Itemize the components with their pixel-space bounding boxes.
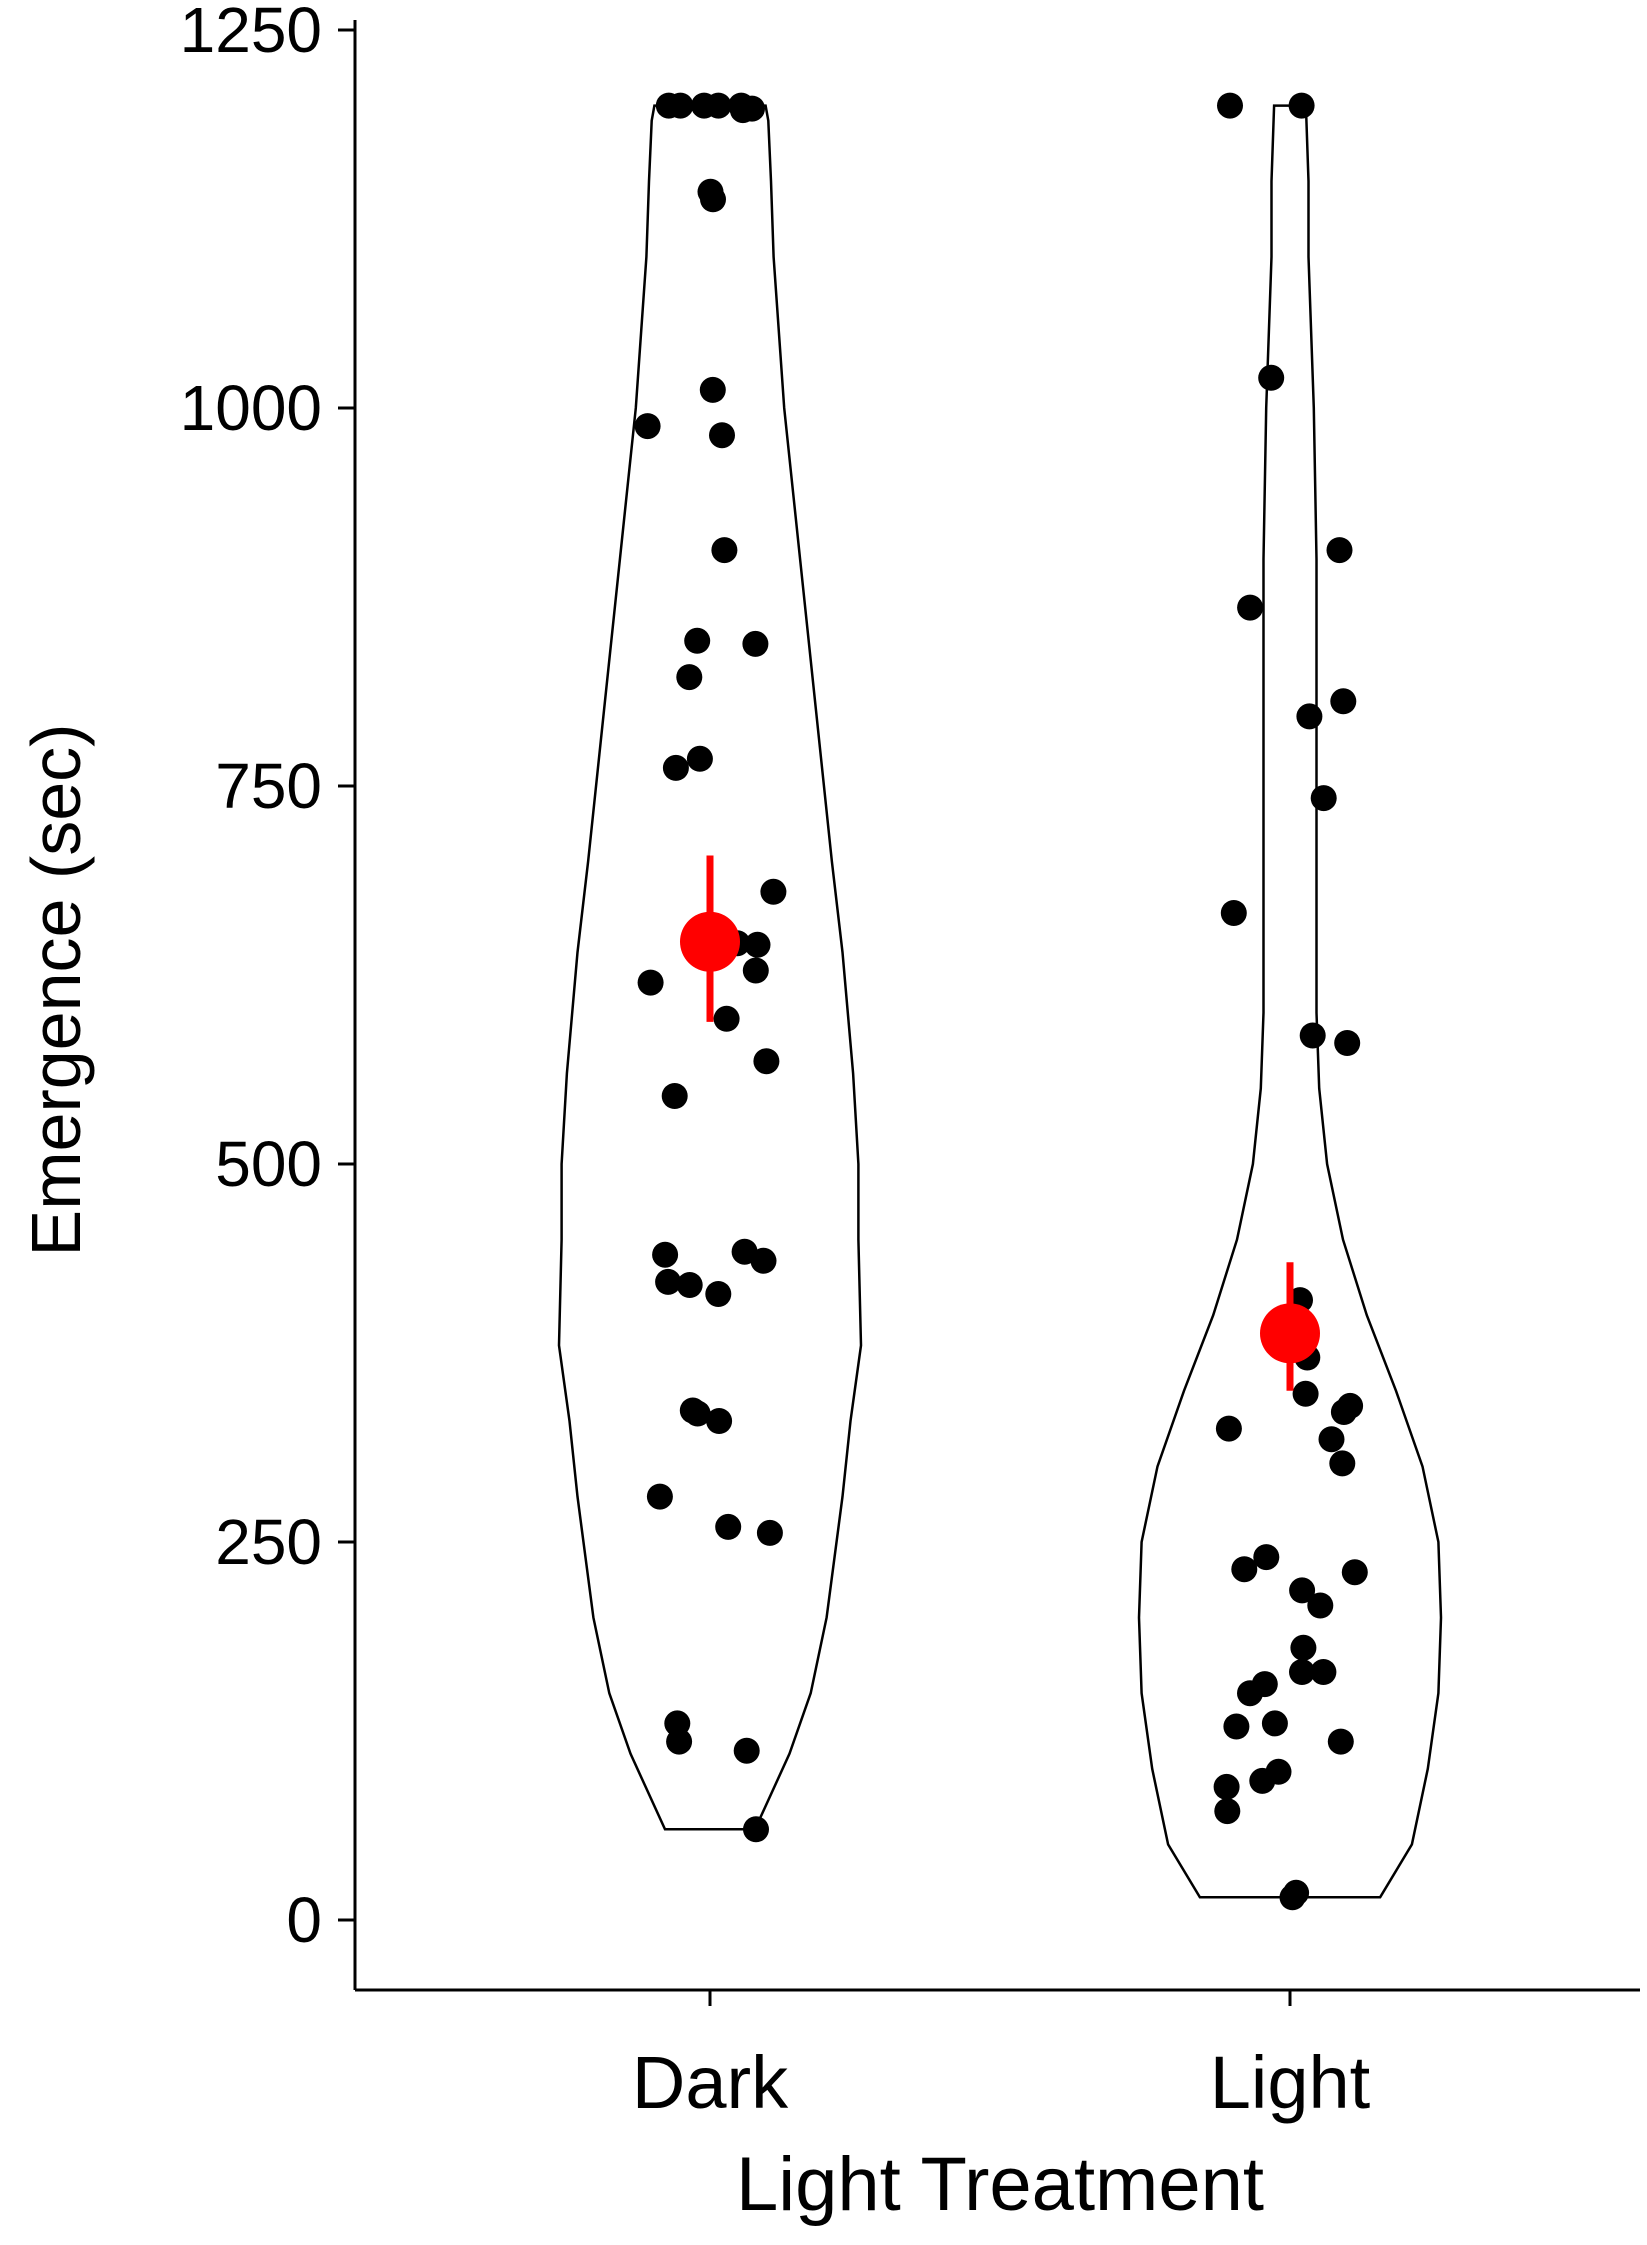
x-axis-title: Light Treatment [736,2142,1264,2227]
data-point-dark [760,878,787,905]
data-point-light [1299,1022,1326,1049]
data-point-light [1329,1450,1356,1477]
data-point-light [1296,703,1323,730]
x-tick-label-light: Light [1210,2041,1371,2124]
data-point-light [1253,1544,1280,1571]
data-point-light [1249,1767,1276,1794]
x-tick-label-dark: Dark [632,2041,789,2124]
data-point-dark [637,969,664,996]
data-point-light [1289,1659,1315,1685]
y-tick-label-250: 250 [215,1506,322,1578]
data-point-light [1289,1577,1316,1604]
data-point-dark [706,1408,733,1434]
y-tick-label-1000: 1000 [180,372,322,444]
data-point-dark [667,92,694,119]
data-point-light [1217,92,1243,119]
data-point-dark [684,627,711,654]
mean-marker-dark [680,911,740,972]
data-point-dark [743,1816,769,1843]
data-point-light [1307,1592,1334,1619]
data-point-dark [700,186,726,213]
data-point-dark [744,931,771,958]
data-point-light [1310,785,1337,812]
data-point-dark [699,376,726,403]
data-point-light [1237,1680,1263,1707]
data-point-dark [705,1281,732,1307]
y-tick-label-500: 500 [215,1128,322,1200]
data-point-light [1223,1713,1250,1740]
data-point-dark [634,413,661,440]
violin-outline-light [1137,104,1443,1899]
data-point-light [1214,1798,1241,1825]
data-point-dark [676,1272,703,1298]
data-point-light [1318,1426,1345,1453]
data-point-light [1258,364,1285,391]
data-point-dark [652,1241,679,1268]
plot-area [557,92,1443,1911]
data-point-light [1341,1559,1368,1586]
data-point-dark [711,537,738,564]
x-axis: Dark Light [355,1988,1640,2124]
data-point-light [1292,1380,1319,1407]
data-point-light [1220,900,1247,926]
data-point-light [1334,1030,1361,1056]
data-point-light [1326,537,1353,564]
data-point-light [1330,688,1357,715]
data-point-dark [729,97,756,124]
data-point-dark [676,664,703,691]
data-point-light [1330,1399,1357,1425]
data-point-dark [756,1519,783,1546]
data-point-dark [742,630,769,657]
y-axis-title: Emergence (sec) [17,724,95,1257]
y-tick-label-1250: 1250 [180,0,322,66]
violin-outline-dark [557,104,863,1831]
data-point-dark [655,1268,682,1295]
data-point-light [1237,594,1264,621]
data-point-dark [662,754,689,781]
data-point-light [1327,1728,1354,1755]
y-tick-label-0: 0 [286,1884,322,1956]
data-point-dark [742,957,769,984]
data-point-light [1279,1884,1306,1911]
data-point-light [1261,1710,1288,1737]
y-tick-label-750: 750 [215,750,322,822]
data-point-dark [715,1513,742,1540]
data-point-dark [684,1400,711,1427]
data-point-light [1215,1415,1242,1442]
data-point-dark [646,1483,673,1510]
data-point-dark [686,745,713,772]
mean-marker-light [1260,1303,1320,1364]
data-point-light [1288,92,1315,119]
y-axis: 0 250 500 750 1000 1250 [180,0,357,1990]
data-point-dark [753,1048,780,1075]
data-point-dark [691,92,718,119]
data-point-light [1213,1773,1240,1800]
data-point-dark [661,1083,688,1109]
data-point-dark [709,422,735,449]
data-point-light [1231,1556,1258,1583]
data-point-dark [713,1005,740,1032]
data-point-light [1290,1634,1317,1661]
data-point-dark [666,1728,693,1755]
data-point-light [1310,1659,1337,1685]
data-point-dark [733,1737,760,1764]
data-point-dark [750,1247,777,1274]
